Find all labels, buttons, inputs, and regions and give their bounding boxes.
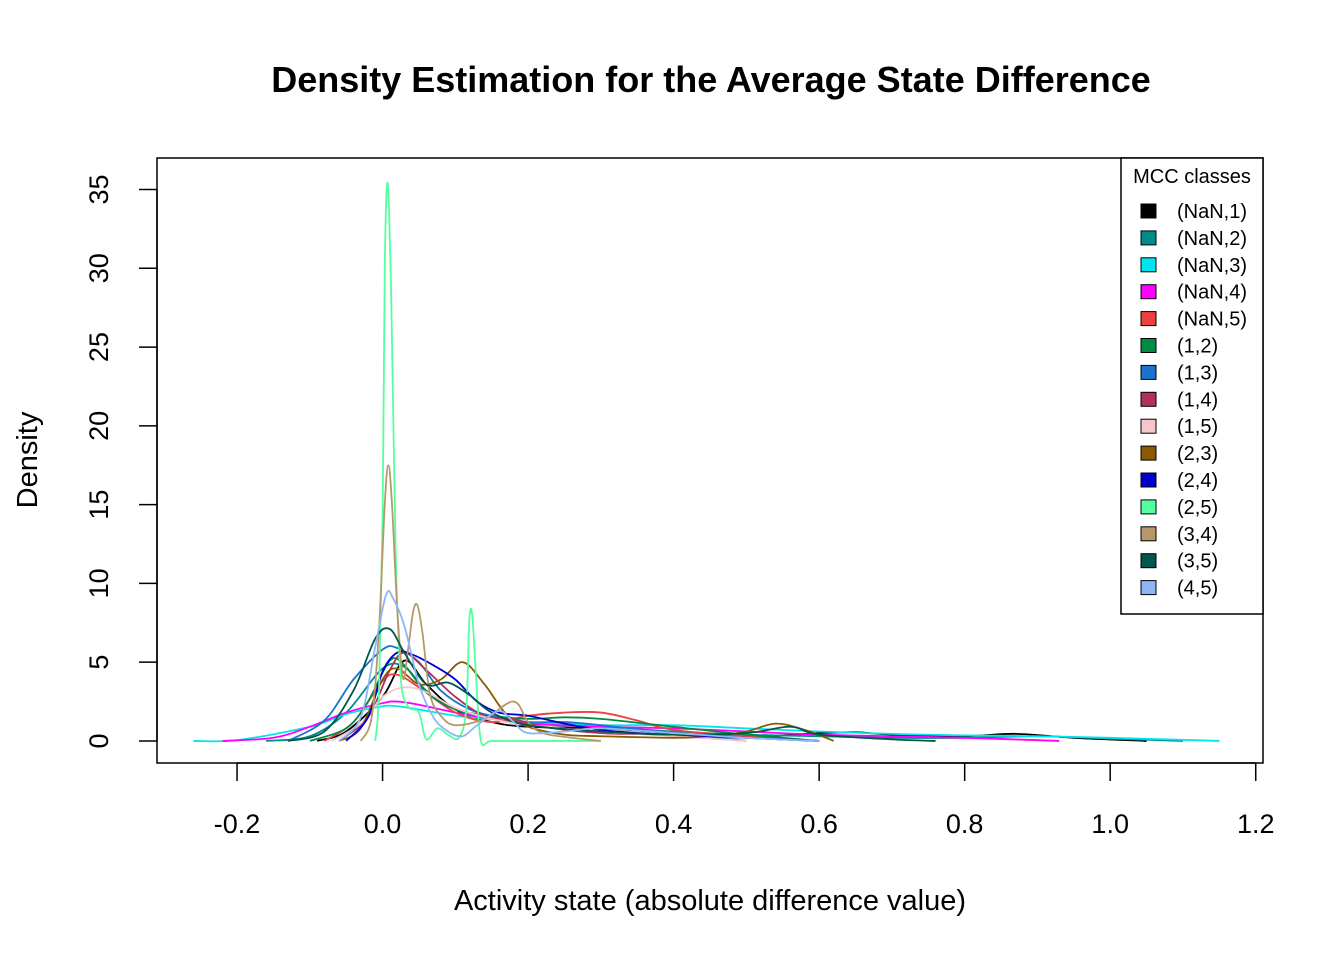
legend-label: (NaN,2) — [1177, 228, 1247, 250]
legend-swatch — [1140, 445, 1157, 461]
series-line-11 — [374, 181, 601, 747]
y-tick-label: 20 — [84, 411, 114, 441]
x-tick-label: -0.2 — [214, 809, 261, 839]
x-tick-label: 0.2 — [509, 809, 547, 839]
series-line-12 — [359, 464, 601, 742]
x-tick-label: 1.2 — [1237, 809, 1275, 839]
y-tick-label: 0 — [84, 733, 114, 748]
legend-label: (NaN,3) — [1177, 255, 1247, 277]
legend-swatch — [1140, 311, 1157, 327]
legend: MCC classes (NaN,1) (NaN,2) (NaN,3) (NaN,4)… — [1120, 157, 1264, 615]
series-layer — [193, 181, 1220, 747]
legend-label: (1,2) — [1177, 336, 1218, 358]
x-tick-label: 1.0 — [1091, 809, 1129, 839]
legend-swatch — [1140, 418, 1157, 434]
legend-swatch — [1140, 257, 1157, 273]
legend-label: (NaN,1) — [1177, 201, 1247, 223]
y-tick-label: 25 — [84, 332, 114, 362]
legend-label: (NaN,4) — [1177, 282, 1247, 304]
legend-label: (1,5) — [1177, 416, 1218, 438]
legend-label: (NaN,5) — [1177, 309, 1247, 331]
legend-swatch — [1140, 499, 1157, 515]
y-tick-label: 30 — [84, 253, 114, 283]
series-line-6 — [287, 645, 747, 742]
legend-label: (1,3) — [1177, 362, 1218, 384]
series-line-13 — [287, 627, 936, 742]
y-tick-label: 5 — [84, 655, 114, 670]
series-line-2 — [193, 704, 1220, 743]
series-line-14 — [338, 590, 820, 742]
x-tick-label: 0.0 — [364, 809, 402, 839]
legend-label: (4,5) — [1177, 578, 1218, 600]
legend-swatch — [1140, 391, 1157, 407]
legend-label: (1,4) — [1177, 389, 1218, 411]
chart-title: Density Estimation for the Average State… — [271, 59, 1151, 100]
plot-frame — [156, 157, 1264, 764]
legend-swatch — [1140, 526, 1157, 542]
y-tick-label: 15 — [84, 490, 114, 520]
legend-label: (2,5) — [1177, 497, 1218, 519]
legend-swatch — [1140, 203, 1157, 219]
y-tick-label: 35 — [84, 174, 114, 204]
x-axis-label: Activity state (absolute difference valu… — [454, 885, 966, 917]
legend-swatch — [1140, 580, 1157, 596]
legend-swatch — [1140, 230, 1157, 246]
legend-swatch — [1140, 364, 1157, 380]
y-axis-label: Density — [12, 411, 44, 508]
y-axis: 0 5 10 15 20 25 30 35 — [84, 174, 158, 748]
legend-swatch — [1140, 338, 1157, 353]
legend-swatch — [1140, 472, 1157, 488]
legend-label: (3,5) — [1177, 551, 1218, 573]
series-line-10 — [345, 650, 820, 742]
legend-label: (2,3) — [1177, 443, 1218, 465]
legend-title: MCC classes — [1133, 166, 1251, 188]
legend-label: (2,4) — [1177, 470, 1218, 492]
legend-swatch — [1140, 284, 1157, 300]
x-tick-label: 0.8 — [946, 809, 984, 839]
legend-swatch — [1140, 553, 1157, 569]
x-tick-label: 0.4 — [655, 809, 693, 839]
legend-label: (3,4) — [1177, 524, 1218, 546]
y-tick-label: 10 — [84, 568, 114, 598]
x-axis: -0.2 0.0 0.2 0.4 0.6 0.8 1.0 1.2 — [214, 762, 1275, 839]
x-tick-label: 0.6 — [800, 809, 838, 839]
legend-items: (NaN,1) (NaN,2) (NaN,3) (NaN,4) (NaN,5) (1,2)… — [1140, 201, 1247, 600]
